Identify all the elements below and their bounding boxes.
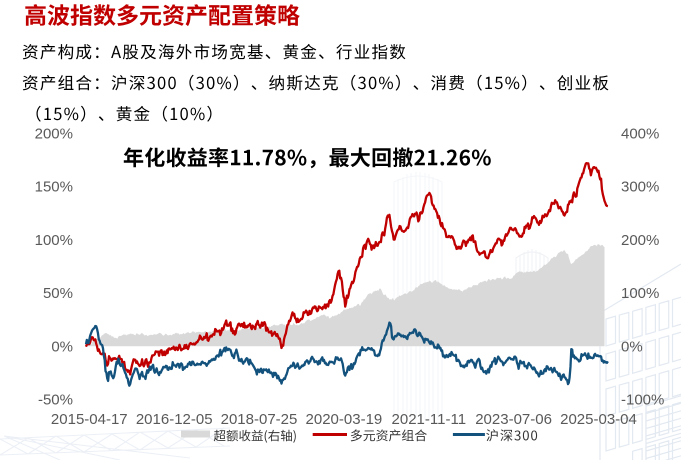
- svg-text:2015-04-17: 2015-04-17: [51, 411, 128, 428]
- svg-text:2016-12-05: 2016-12-05: [136, 411, 213, 428]
- svg-text:50%: 50%: [43, 285, 73, 302]
- svg-text:-100%: -100%: [621, 392, 664, 409]
- svg-text:2025-03-04: 2025-03-04: [560, 411, 637, 428]
- svg-text:-50%: -50%: [38, 392, 73, 409]
- svg-text:200%: 200%: [621, 232, 659, 249]
- svg-text:2021-11-11: 2021-11-11: [392, 411, 467, 428]
- svg-text:300%: 300%: [621, 179, 659, 196]
- svg-text:0%: 0%: [51, 338, 73, 355]
- svg-text:2018-07-25: 2018-07-25: [221, 411, 298, 428]
- svg-text:0%: 0%: [621, 338, 643, 355]
- svg-text:100%: 100%: [621, 285, 659, 302]
- svg-text:400%: 400%: [621, 125, 659, 142]
- svg-text:100%: 100%: [35, 232, 73, 249]
- svg-text:200%: 200%: [35, 125, 73, 142]
- svg-text:2020-03-19: 2020-03-19: [306, 411, 383, 428]
- svg-text:2023-07-06: 2023-07-06: [475, 411, 552, 428]
- svg-text:150%: 150%: [35, 179, 73, 196]
